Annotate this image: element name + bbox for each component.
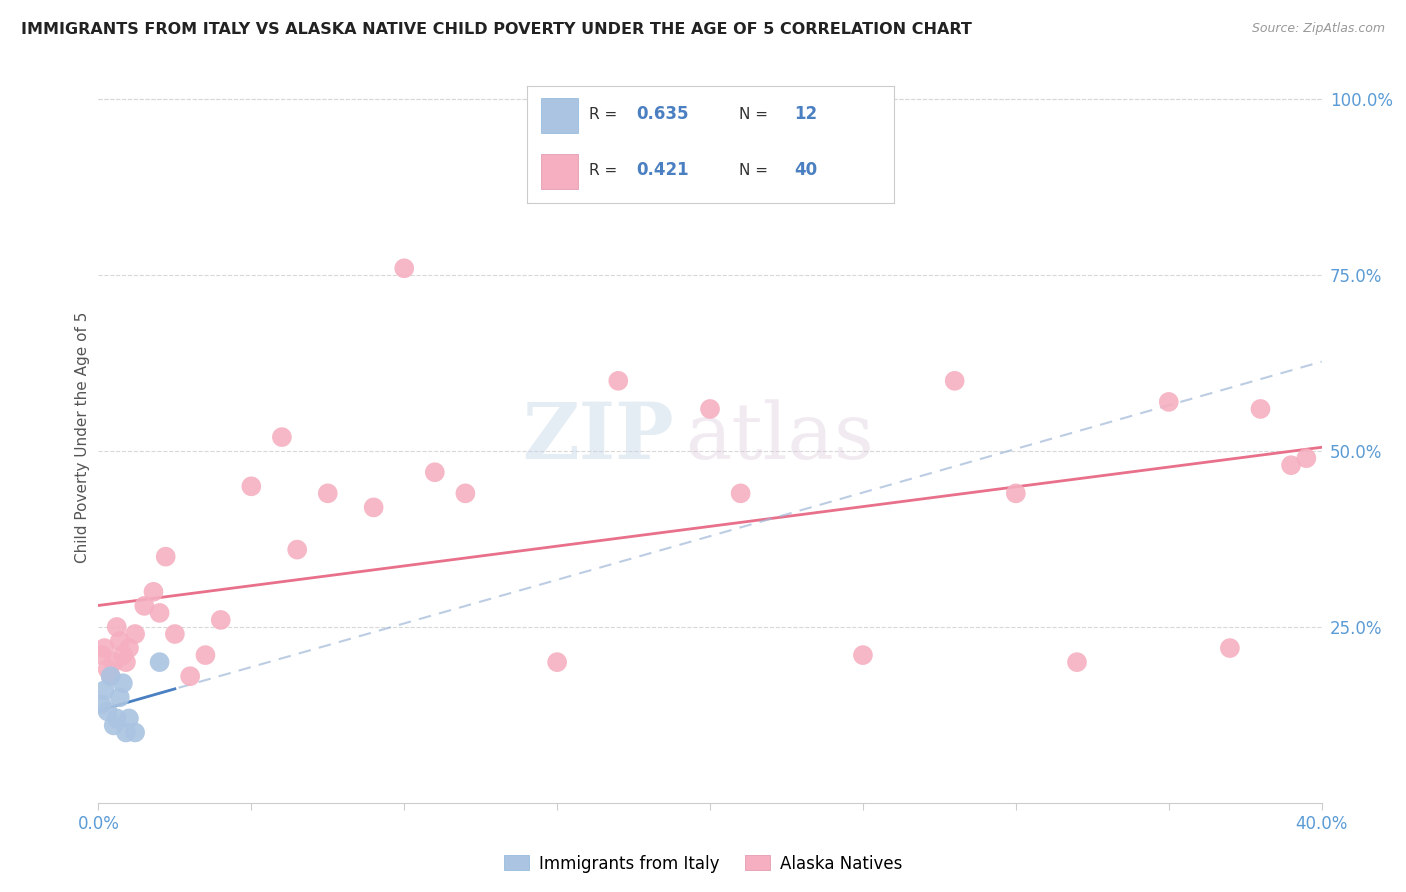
Point <box>316 486 339 500</box>
Point <box>607 374 630 388</box>
Legend: Immigrants from Italy, Alaska Natives: Immigrants from Italy, Alaska Natives <box>498 848 908 880</box>
Point <box>108 690 131 705</box>
Point <box>134 599 156 613</box>
Text: Source: ZipAtlas.com: Source: ZipAtlas.com <box>1251 22 1385 36</box>
Point <box>97 662 120 676</box>
Point <box>163 627 186 641</box>
Point <box>97 705 120 719</box>
Point <box>100 669 122 683</box>
Text: ZIP: ZIP <box>522 399 673 475</box>
Y-axis label: Child Poverty Under the Age of 5: Child Poverty Under the Age of 5 <box>75 311 90 563</box>
Point <box>1295 451 1317 466</box>
Point <box>179 669 201 683</box>
Point <box>124 725 146 739</box>
Point <box>124 627 146 641</box>
Point <box>103 718 125 732</box>
Point <box>103 655 125 669</box>
Point <box>100 669 122 683</box>
Point <box>105 711 128 725</box>
Point <box>1249 401 1271 416</box>
Point <box>111 648 134 662</box>
Point <box>546 655 568 669</box>
Point <box>93 683 115 698</box>
Point <box>90 648 112 662</box>
Point <box>1004 486 1026 500</box>
Point <box>1219 641 1241 656</box>
Point <box>240 479 263 493</box>
Point <box>730 486 752 500</box>
Point <box>209 613 232 627</box>
Point <box>149 655 172 669</box>
Point <box>392 261 416 276</box>
Point <box>852 648 875 662</box>
Point <box>423 465 446 479</box>
Point <box>149 606 172 620</box>
Point <box>943 374 966 388</box>
Point <box>142 584 165 599</box>
Point <box>105 620 128 634</box>
Point <box>118 641 141 656</box>
Point <box>108 634 131 648</box>
Text: atlas: atlas <box>686 400 875 475</box>
Point <box>115 655 138 669</box>
Point <box>194 648 217 662</box>
Point <box>111 676 134 690</box>
Point <box>454 486 477 500</box>
Point <box>699 401 721 416</box>
Point <box>115 725 138 739</box>
Point <box>155 549 177 564</box>
Point <box>285 542 308 557</box>
Point <box>363 500 385 515</box>
Point <box>1066 655 1088 669</box>
Text: IMMIGRANTS FROM ITALY VS ALASKA NATIVE CHILD POVERTY UNDER THE AGE OF 5 CORRELAT: IMMIGRANTS FROM ITALY VS ALASKA NATIVE C… <box>21 22 972 37</box>
Point <box>93 641 115 656</box>
Point <box>118 711 141 725</box>
Point <box>1157 395 1180 409</box>
Point <box>270 430 292 444</box>
Point <box>90 698 112 712</box>
Point <box>1279 458 1302 473</box>
